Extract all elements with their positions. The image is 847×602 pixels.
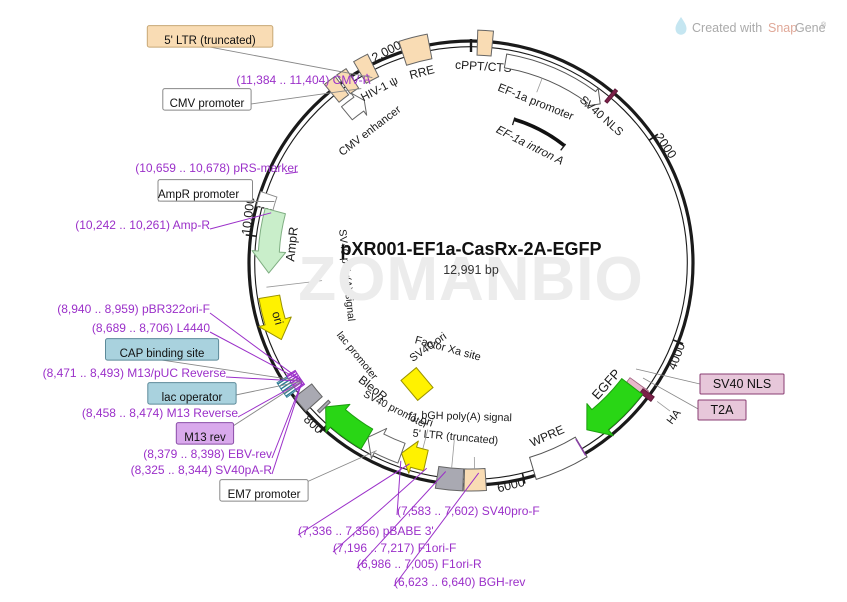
svg-text:Snap: Snap bbox=[768, 21, 797, 35]
svg-text:(6,986 .. 7,005) F1ori-R: (6,986 .. 7,005) F1ori-R bbox=[357, 557, 482, 571]
svg-text:(8,458 .. 8,474) M13 Reverse: (8,458 .. 8,474) M13 Reverse bbox=[82, 406, 238, 420]
svg-text:(7,583 .. 7,602) SV40pro-F: (7,583 .. 7,602) SV40pro-F bbox=[397, 504, 540, 518]
svg-text:EM7 promoter: EM7 promoter bbox=[228, 489, 301, 501]
svg-text:12,991 bp: 12,991 bp bbox=[443, 263, 499, 277]
svg-text:(10,659 .. 10,678) pRS-marker: (10,659 .. 10,678) pRS-marker bbox=[135, 161, 298, 175]
svg-text:HA: HA bbox=[665, 407, 684, 427]
svg-text:4000: 4000 bbox=[665, 341, 688, 372]
svg-text:10,000: 10,000 bbox=[239, 196, 258, 236]
svg-text:Created with: Created with bbox=[692, 21, 762, 35]
svg-text:AmpR promoter: AmpR promoter bbox=[158, 189, 239, 201]
svg-text:(8,379 .. 8,398) EBV-rev: (8,379 .. 8,398) EBV-rev bbox=[143, 447, 272, 461]
svg-text:pXR001-EF1a-CasRx-2A-EGFP: pXR001-EF1a-CasRx-2A-EGFP bbox=[340, 239, 601, 259]
svg-text:5' LTR (truncated): 5' LTR (truncated) bbox=[164, 35, 256, 47]
svg-text:(7,196 .. 7,217) F1ori-F: (7,196 .. 7,217) F1ori-F bbox=[333, 541, 456, 555]
svg-text:CMV promoter: CMV promoter bbox=[170, 98, 245, 110]
svg-text:cPPT/CTS: cPPT/CTS bbox=[455, 58, 512, 76]
svg-text:6000: 6000 bbox=[496, 475, 526, 495]
svg-text:®: ® bbox=[821, 21, 827, 29]
svg-text:(11,384 .. 11,404) CMV-F: (11,384 .. 11,404) CMV-F bbox=[236, 73, 370, 87]
svg-text:SV40 NLS: SV40 NLS bbox=[577, 94, 625, 139]
svg-text:bGH poly(A) signal: bGH poly(A) signal bbox=[421, 410, 512, 425]
svg-text:EF-1a intron A: EF-1a intron A bbox=[494, 124, 566, 168]
svg-text:(7,336 .. 7,356) pBABE 3': (7,336 .. 7,356) pBABE 3' bbox=[298, 524, 434, 538]
svg-text:(8,471 .. 8,493) M13/pUC Reve: (8,471 .. 8,493) M13/pUC Reverse bbox=[43, 366, 227, 380]
svg-text:2000: 2000 bbox=[652, 130, 679, 161]
svg-text:(8,689 .. 8,706) L4440: (8,689 .. 8,706) L4440 bbox=[92, 321, 210, 335]
svg-text:lac promoter: lac promoter bbox=[334, 329, 380, 382]
svg-text:5' LTR (truncated): 5' LTR (truncated) bbox=[412, 428, 499, 448]
svg-text:lac operator: lac operator bbox=[162, 392, 223, 404]
svg-text:800: 800 bbox=[301, 412, 326, 436]
svg-text:CAP binding site: CAP binding site bbox=[120, 348, 205, 360]
svg-text:(8,325 .. 8,344) SV40pA-R: (8,325 .. 8,344) SV40pA-R bbox=[131, 463, 273, 477]
svg-text:SV40 NLS: SV40 NLS bbox=[713, 377, 771, 391]
svg-text:M13 rev: M13 rev bbox=[184, 432, 226, 444]
svg-text:RRE: RRE bbox=[408, 62, 436, 82]
svg-text:T2A: T2A bbox=[711, 403, 735, 417]
svg-text:(8,940 .. 8,959) pBR322ori-F: (8,940 .. 8,959) pBR322ori-F bbox=[57, 302, 210, 316]
svg-text:(6,623 .. 6,640) BGH-rev: (6,623 .. 6,640) BGH-rev bbox=[394, 575, 525, 589]
svg-text:(10,242 .. 10,261) Amp-R: (10,242 .. 10,261) Amp-R bbox=[75, 218, 210, 232]
